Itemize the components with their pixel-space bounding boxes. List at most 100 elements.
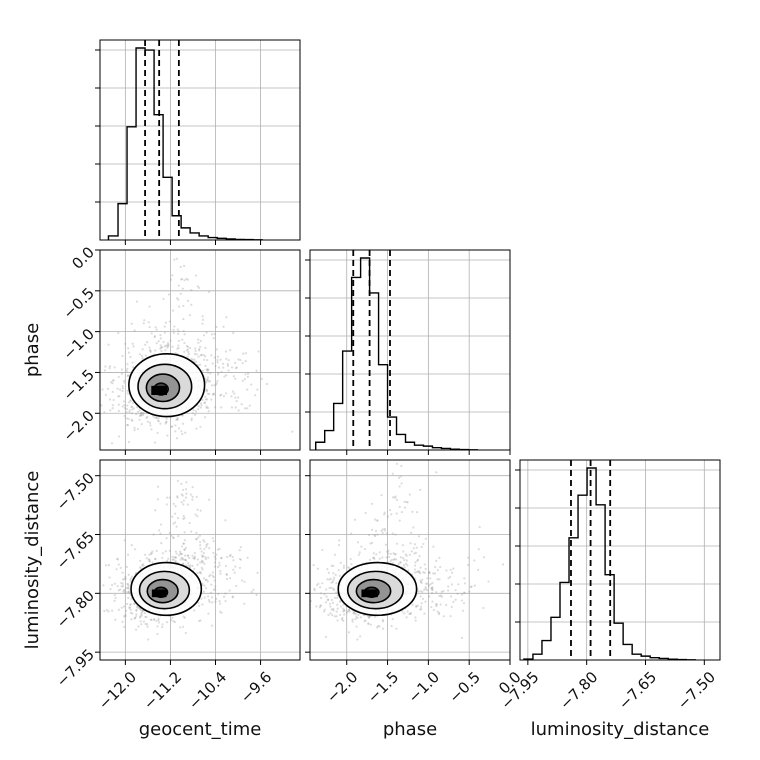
scatter-point — [436, 610, 439, 613]
scatter-point — [179, 265, 182, 268]
scatter-point — [406, 501, 409, 504]
scatter-point — [339, 605, 342, 608]
scatter-point — [117, 331, 120, 335]
scatter-point — [229, 553, 232, 557]
scatter-point — [109, 588, 112, 591]
scatter-point — [123, 589, 126, 592]
x-tick-label: −9.6 — [237, 668, 275, 706]
scatter-point — [246, 375, 249, 378]
scatter-point — [165, 496, 169, 499]
scatter-point — [183, 558, 187, 561]
scatter-point — [321, 548, 324, 552]
scatter-point — [147, 321, 150, 324]
scatter-point — [194, 513, 197, 516]
scatter-point — [171, 515, 174, 518]
scatter-point — [171, 616, 174, 620]
scatter-point — [381, 531, 384, 535]
scatter-point — [412, 547, 415, 550]
scatter-point — [203, 355, 207, 358]
scatter-point — [125, 408, 129, 411]
scatter-point — [117, 409, 120, 412]
scatter-point — [174, 556, 178, 559]
scatter-point — [129, 399, 132, 402]
scatter-point — [257, 350, 260, 353]
panel-frame — [99, 39, 301, 241]
scatter-point — [196, 285, 199, 288]
scatter-point — [180, 556, 183, 560]
scatter-point — [131, 575, 134, 578]
scatter-point — [206, 390, 209, 393]
scatter-point — [176, 297, 179, 300]
scatter-point — [183, 341, 186, 345]
scatter-point — [127, 440, 131, 444]
scatter-point — [482, 556, 486, 559]
scatter-point — [456, 592, 459, 595]
scatter-point — [172, 536, 175, 540]
scatter-point — [204, 556, 207, 559]
scatter-point — [204, 578, 207, 582]
scatter-point — [387, 552, 390, 555]
scatter-point — [445, 569, 448, 572]
scatter-point — [231, 596, 234, 599]
scatter-point — [203, 402, 206, 405]
scatter-point — [226, 363, 229, 366]
scatter-point — [156, 625, 159, 628]
scatter-point — [174, 424, 177, 427]
scatter-point — [146, 340, 149, 344]
scatter-point — [223, 375, 226, 378]
scatter-point — [140, 414, 143, 417]
scatter-point — [234, 406, 237, 409]
scatter-point — [437, 613, 441, 616]
scatter-point — [183, 616, 186, 619]
scatter-point — [113, 366, 116, 369]
scatter-point — [194, 349, 197, 352]
scatter-point — [192, 409, 195, 412]
scatter-point — [373, 615, 377, 618]
scatter-point — [404, 553, 407, 556]
scatter-point — [348, 567, 351, 570]
scatter-point — [407, 569, 410, 572]
scatter-point — [121, 387, 125, 390]
scatter-point — [438, 556, 441, 559]
scatter-point — [215, 325, 218, 329]
scatter-point — [116, 387, 119, 390]
scatter-point — [363, 620, 366, 623]
scatter-point — [332, 564, 335, 568]
scatter-point — [371, 541, 374, 544]
scatter-point — [206, 580, 209, 583]
scatter-point — [256, 388, 259, 391]
scatter-point — [102, 584, 105, 587]
scatter-point — [239, 546, 242, 549]
scatter-point — [182, 517, 185, 520]
scatter-point — [398, 519, 401, 522]
scatter-point — [122, 588, 125, 592]
scatter-point — [177, 554, 181, 557]
scatter-point — [403, 612, 406, 615]
scatter-point — [237, 358, 240, 361]
scatter-point — [182, 329, 185, 333]
scatter-point — [470, 585, 473, 588]
scatter-point — [214, 600, 217, 603]
scatter-point — [143, 553, 147, 556]
x-tick-label: −1.5 — [364, 668, 402, 706]
scatter-point — [216, 358, 219, 362]
scatter-point — [166, 434, 169, 437]
scatter-point — [147, 638, 150, 641]
scatter-point — [212, 588, 215, 591]
scatter-point — [331, 614, 334, 617]
scatter-point — [171, 555, 174, 558]
scatter-point — [187, 564, 190, 567]
scatter-point — [198, 348, 201, 351]
scatter-point — [339, 561, 342, 565]
scatter-point — [428, 570, 431, 574]
scatter-point — [165, 417, 168, 420]
scatter-point — [415, 546, 418, 549]
scatter-point — [219, 394, 222, 397]
scatter-point — [213, 579, 216, 582]
scatter-point — [224, 392, 228, 395]
scatter-point — [342, 619, 345, 622]
scatter-point — [305, 607, 307, 609]
scatter-point — [195, 537, 198, 540]
scatter-point — [165, 344, 168, 347]
scatter-point — [190, 289, 193, 292]
